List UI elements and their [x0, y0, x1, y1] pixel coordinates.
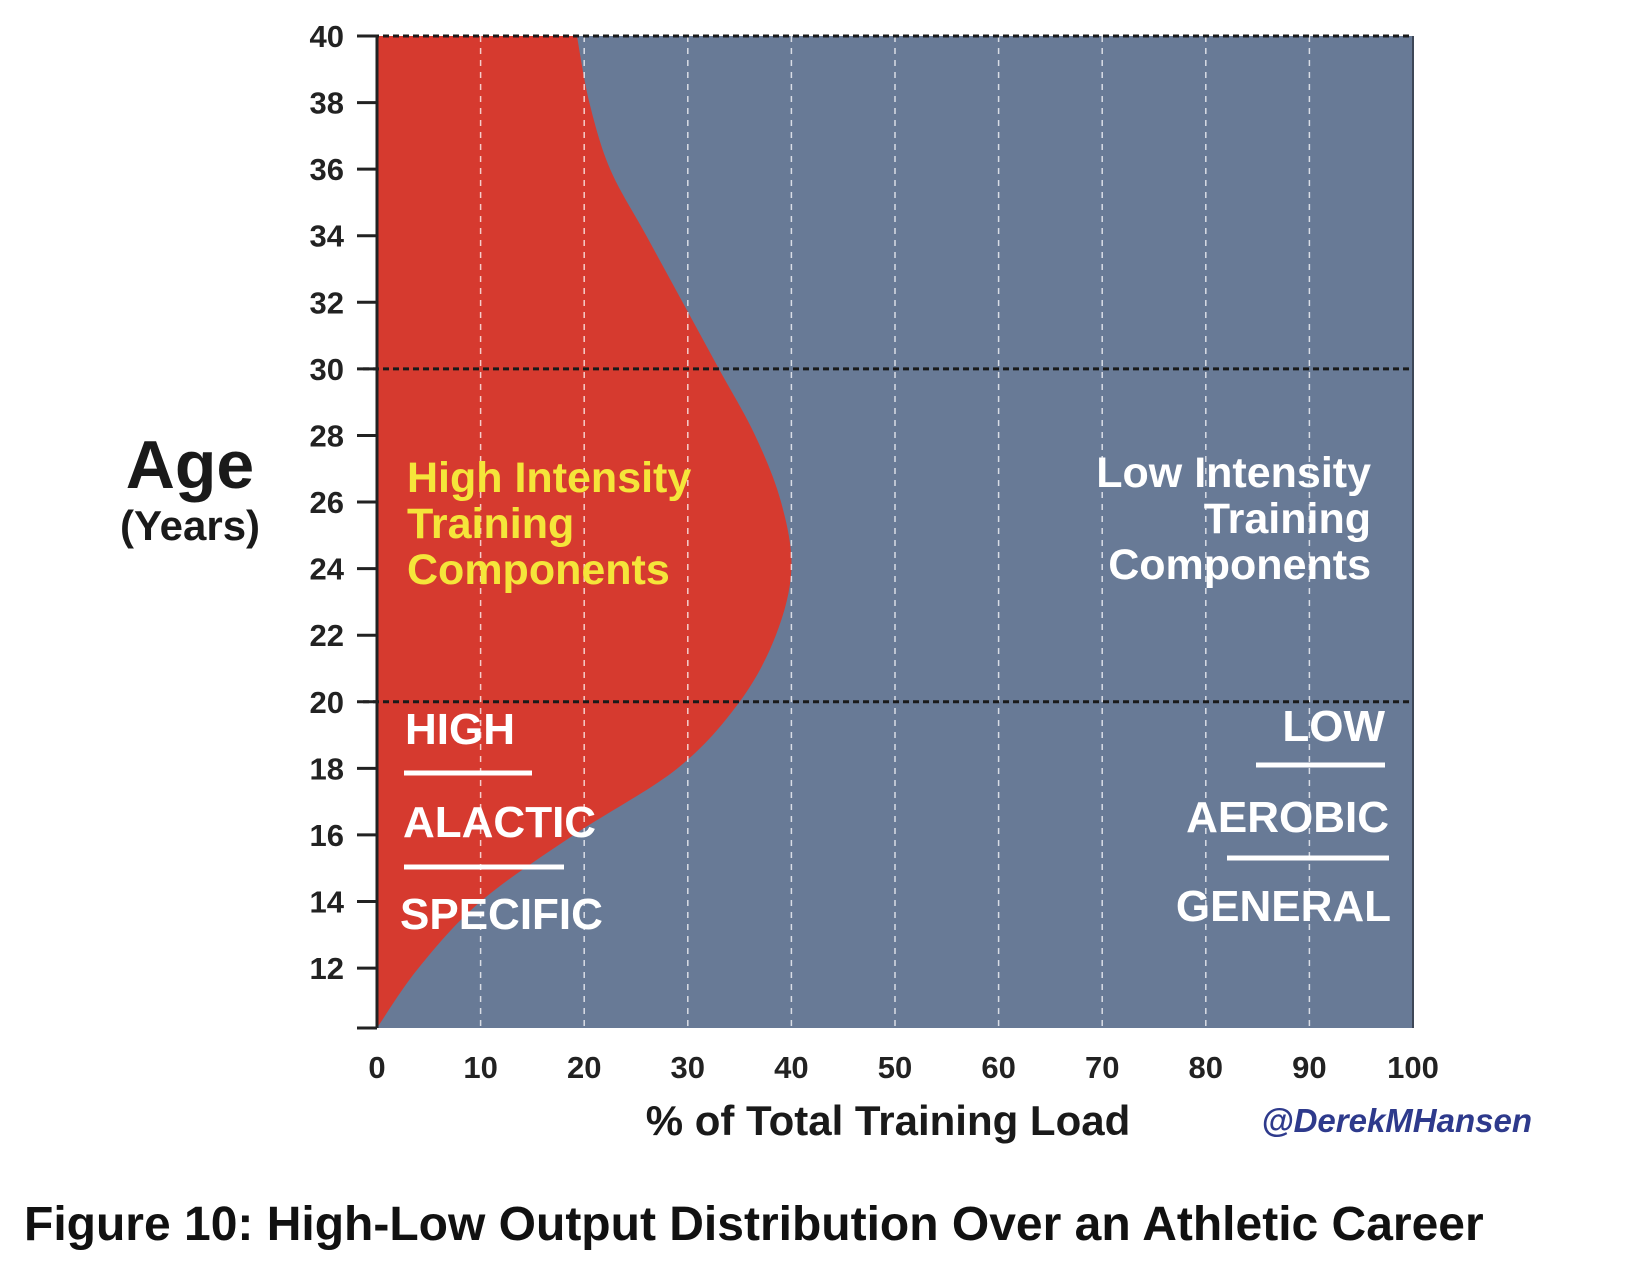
- low-component-label-2: AEROBIC: [1186, 793, 1389, 842]
- y-tick-label-26: 26: [310, 485, 344, 520]
- x-tick-label-30: 30: [671, 1050, 705, 1085]
- x-tick-label-100: 100: [1387, 1050, 1439, 1085]
- y-axis-title: Age: [126, 427, 254, 503]
- region-labels: High Intensity Training Components Low I…: [400, 449, 1391, 939]
- y-tick-label-24: 24: [310, 552, 345, 587]
- x-tick-label-0: 0: [368, 1050, 385, 1085]
- x-tick-label-60: 60: [981, 1050, 1015, 1085]
- high-component-label-2: ALACTIC: [403, 798, 596, 847]
- y-tick-label-34: 34: [310, 219, 345, 254]
- y-tick-label-12: 12: [310, 951, 344, 986]
- figure-caption: Figure 10: High-Low Output Distribution …: [24, 1198, 1484, 1251]
- x-tick-label-90: 90: [1292, 1050, 1326, 1085]
- reference-lines: [363, 34, 1413, 704]
- x-tick-label-70: 70: [1085, 1050, 1119, 1085]
- low-region-label-line-1: Low Intensity: [1096, 449, 1371, 497]
- low-region-label-line-3: Components: [1108, 541, 1371, 589]
- high-region-label-line-1: High Intensity: [407, 454, 691, 502]
- y-tick-label-30: 30: [310, 352, 344, 387]
- y-tick-label-28: 28: [310, 418, 344, 453]
- high-component-label-1: HIGH: [405, 705, 515, 754]
- low-component-label-1: LOW: [1282, 702, 1385, 751]
- y-tick-label-36: 36: [310, 152, 344, 187]
- y-tick-label-32: 32: [310, 285, 344, 320]
- y-tick-label-20: 20: [310, 685, 344, 720]
- grid-lines: [479, 36, 1311, 1028]
- high-region-label-line-2: Training: [407, 500, 574, 548]
- y-tick-label-16: 16: [310, 818, 344, 853]
- y-tick-label-40: 40: [310, 19, 344, 54]
- x-tick-label-40: 40: [774, 1050, 808, 1085]
- high-region-label-line-3: Components: [407, 546, 670, 594]
- low-component-label-3: GENERAL: [1176, 882, 1391, 931]
- axes: [357, 34, 1414, 1030]
- author-credit: @DerekMHansen: [1261, 1102, 1532, 1139]
- x-axis-title: % of Total Training Load: [646, 1097, 1131, 1144]
- low-region-label-line-2: Training: [1204, 495, 1371, 543]
- y-tick-label-22: 22: [310, 618, 344, 653]
- x-tick-label-80: 80: [1189, 1050, 1223, 1085]
- tick-labels: 12 14 16 18 20 22 24 26 28 30 32 34 36 38 40 0 10 20 30 40 5…: [310, 19, 1439, 1085]
- y-tick-label-18: 18: [310, 751, 344, 786]
- y-axis-subtitle: (Years): [120, 502, 260, 549]
- x-tick-label-20: 20: [567, 1050, 601, 1085]
- high-component-label-3: SPECIFIC: [400, 890, 603, 939]
- y-tick-label-14: 14: [310, 885, 345, 920]
- x-tick-label-10: 10: [463, 1050, 497, 1085]
- y-tick-label-38: 38: [310, 86, 344, 121]
- x-tick-label-50: 50: [878, 1050, 912, 1085]
